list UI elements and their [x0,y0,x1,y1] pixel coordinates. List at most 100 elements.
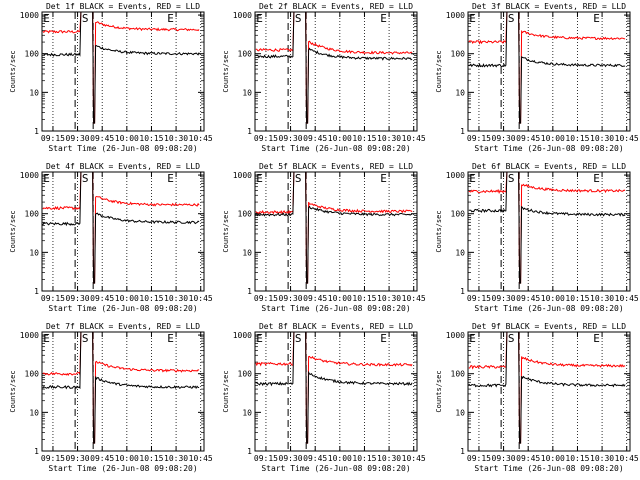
lld-series-line [42,331,200,444]
x-tick-label: 09:15 [467,454,491,463]
y-tick-label: 100 [451,370,466,379]
x-tick-label: 09:15 [254,134,278,143]
x-tick-label: 09:15 [41,294,65,303]
y-axis-label: Counts/sec [435,50,443,92]
x-tick-label: 10:00 [328,454,352,463]
x-tick-label: 09:45 [303,454,327,463]
events-series-line [255,171,413,284]
x-tick-label: 10:45 [402,294,426,303]
x-tick-label: 10:00 [115,134,139,143]
panel-title: Det 9f BLACK = Events, RED = LLD [472,322,626,331]
x-tick-label: 09:45 [90,454,114,463]
x-tick-label: 10:30 [590,294,614,303]
y-tick-label: 100 [25,370,40,379]
x-tick-label: 10:15 [565,294,589,303]
y-tick-label: 10 [242,248,252,257]
y-tick-label: 100 [451,50,466,59]
x-tick-label: 09:30 [279,294,303,303]
x-tick-label: 10:15 [565,454,589,463]
x-tick-label: 09:15 [467,294,491,303]
interval-marker-label: S [508,172,515,185]
y-tick-label: 10 [455,88,465,97]
y-tick-label: 1000 [446,11,465,20]
x-tick-label: 10:30 [590,134,614,143]
y-tick-label: 10 [455,408,465,417]
x-tick-label: 09:30 [279,134,303,143]
x-tick-label: 10:30 [164,294,188,303]
lld-series-line [255,11,413,124]
plot-frame [254,11,418,132]
x-axis-label: Start Time (26-Jun-08 09:08:20) [48,144,197,153]
x-axis-label: Start Time (26-Jun-08 09:08:20) [261,144,410,153]
panel-title: Det 8f BLACK = Events, RED = LLD [259,322,413,331]
x-tick-label: 10:30 [377,294,401,303]
panel-title: Det 2f BLACK = Events, RED = LLD [259,2,413,11]
y-axis-label: Counts/sec [9,50,17,92]
y-tick-label: 1 [34,127,39,136]
y-tick-label: 1000 [446,171,465,180]
x-tick-label: 09:45 [516,454,540,463]
x-tick-label: 10:15 [565,134,589,143]
lld-series-line [468,11,626,124]
lld-series-line [468,171,626,284]
y-tick-label: 1000 [20,331,39,340]
y-tick-label: 1 [34,287,39,296]
events-series-line [468,171,626,284]
plot-frame [254,171,418,292]
x-tick-label: 10:00 [328,294,352,303]
x-tick-label: 10:45 [615,294,639,303]
y-tick-label: 1 [247,447,252,456]
interval-marker-label: E [167,172,174,185]
interval-marker-label: E [469,12,476,25]
x-tick-label: 10:00 [541,134,565,143]
x-tick-label: 10:00 [328,134,352,143]
lld-series-line [42,11,200,124]
y-tick-label: 1 [34,447,39,456]
x-tick-label: 09:45 [303,134,327,143]
plot-frame [467,11,631,132]
y-tick-label: 10 [29,248,39,257]
y-tick-label: 100 [238,50,253,59]
y-tick-label: 1000 [446,331,465,340]
x-tick-label: 10:15 [139,454,163,463]
events-series-line [468,11,626,124]
x-tick-label: 09:45 [90,134,114,143]
interval-marker-label: S [508,12,515,25]
x-tick-label: 10:15 [352,134,376,143]
y-tick-label: 10 [455,248,465,257]
panel-title: Det 3f BLACK = Events, RED = LLD [472,2,626,11]
interval-marker-label: E [593,332,600,345]
y-axis-label: Counts/sec [222,210,230,252]
x-tick-label: 09:15 [41,134,65,143]
x-tick-label: 10:00 [115,294,139,303]
y-tick-label: 1 [460,287,465,296]
interval-marker-label: E [469,172,476,185]
events-series-line [255,11,413,124]
events-series-line [42,171,200,284]
y-tick-label: 100 [238,210,253,219]
x-tick-label: 09:30 [492,294,516,303]
interval-marker-label: E [380,332,387,345]
x-axis-label: Start Time (26-Jun-08 09:08:20) [474,304,623,313]
y-tick-label: 100 [238,370,253,379]
y-tick-label: 1000 [233,11,252,20]
interval-marker-label: E [167,12,174,25]
plot-frame [41,171,205,292]
y-tick-label: 100 [25,50,40,59]
x-tick-label: 10:15 [352,294,376,303]
y-tick-label: 1000 [20,171,39,180]
events-series-line [468,331,626,444]
panel-title: Det 1f BLACK = Events, RED = LLD [46,2,200,11]
x-tick-label: 09:30 [66,134,90,143]
y-axis-label: Counts/sec [222,50,230,92]
plot-frame [41,11,205,132]
y-tick-label: 1 [247,287,252,296]
plot-frame [467,171,631,292]
lld-series-line [468,331,626,444]
y-tick-label: 10 [242,88,252,97]
x-tick-label: 10:15 [139,294,163,303]
x-tick-label: 09:30 [492,454,516,463]
